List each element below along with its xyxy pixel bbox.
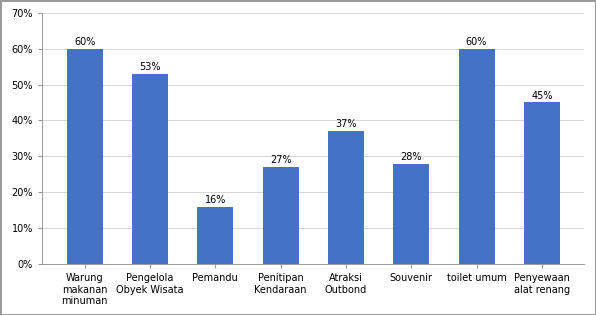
Bar <box>67 49 103 264</box>
Bar <box>458 49 495 264</box>
Text: 16%: 16% <box>204 195 226 205</box>
Text: 28%: 28% <box>401 152 422 162</box>
Bar <box>524 102 560 264</box>
Text: 27%: 27% <box>270 155 291 165</box>
Bar <box>263 167 299 264</box>
Bar <box>328 131 364 264</box>
Text: 37%: 37% <box>335 119 356 129</box>
Text: 60%: 60% <box>466 37 488 47</box>
Bar <box>132 74 168 264</box>
Bar <box>393 163 429 264</box>
Bar <box>197 207 233 264</box>
Text: 60%: 60% <box>74 37 95 47</box>
Text: 53%: 53% <box>139 62 161 72</box>
Text: 45%: 45% <box>531 91 552 101</box>
